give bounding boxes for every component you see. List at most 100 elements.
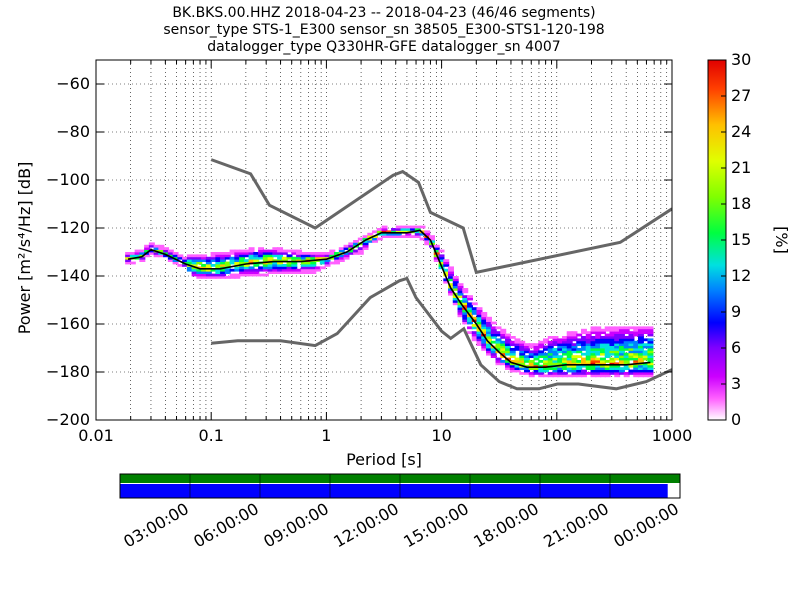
heatmap-cell: [552, 355, 559, 358]
heatmap-cell: [633, 333, 640, 337]
heatmap-cell: [590, 374, 597, 378]
heatmap-cell: [391, 235, 398, 238]
plot-frame: [95, 59, 673, 421]
heatmap-cell: [191, 264, 198, 267]
heatmap-cell: [576, 360, 583, 363]
heatmap-cell: [300, 252, 307, 255]
heatmap-cell: [500, 336, 507, 339]
heatmap-cell: [609, 338, 616, 342]
heatmap-cell: [125, 261, 132, 265]
heatmap-cell: [538, 360, 545, 363]
heatmap-cell: [552, 360, 559, 363]
heatmap-cell: [642, 326, 649, 330]
heatmap-cell: [215, 261, 222, 265]
heatmap-cell: [557, 357, 564, 361]
heatmap-cell: [505, 338, 511, 342]
heatmap-cell: [552, 357, 559, 361]
heatmap-cell: [528, 343, 535, 346]
heatmap-cell: [215, 254, 222, 258]
heatmap-cell: [471, 312, 478, 315]
heatmap-cell: [490, 331, 497, 334]
heatmap-cell: [590, 340, 597, 344]
heatmap-cell: [618, 357, 625, 361]
heatmap-cell: [642, 343, 649, 346]
heatmap-cell: [229, 259, 236, 262]
heatmap-cell: [239, 273, 246, 277]
heatmap-cell: [557, 343, 564, 346]
heatmap-cell: [486, 333, 492, 337]
heatmap-cell: [590, 362, 597, 366]
heatmap-cell: [476, 338, 483, 342]
heatmap-cell: [248, 259, 255, 262]
heatmap-cell: [291, 252, 298, 255]
heatmap-cell: [599, 362, 606, 366]
heatmap-cell: [505, 360, 511, 363]
heatmap-cell: [580, 362, 587, 366]
heatmap-cell: [205, 256, 212, 260]
heatmap-cell: [239, 268, 246, 272]
heatmap-cell: [462, 302, 469, 306]
heatmap-cell: [576, 333, 583, 337]
heatmap-cell: [267, 252, 274, 255]
heatmap-cell: [562, 350, 568, 354]
heatmap-cell: [486, 338, 492, 342]
heatmap-cell: [186, 266, 193, 270]
heatmap-cell: [552, 336, 559, 339]
heatmap-cell: [642, 338, 649, 342]
heatmap-cell: [623, 338, 630, 342]
heatmap-cell: [585, 352, 592, 356]
heatmap-cell: [310, 256, 317, 260]
heatmap-cell: [628, 345, 635, 349]
heatmap-cell: [405, 225, 412, 229]
heatmap-cell: [229, 249, 236, 253]
heatmap-cell: [362, 247, 369, 250]
heatmap-cell: [471, 326, 478, 330]
heatmap-cell: [167, 252, 174, 255]
heatmap-cell: [533, 355, 540, 358]
heatmap-cell: [191, 271, 198, 274]
heatmap-cell: [182, 259, 189, 262]
heatmap-cell: [500, 331, 507, 334]
heatmap-cell: [476, 336, 483, 339]
heatmap-cell: [562, 364, 568, 368]
heatmap-cell: [609, 350, 616, 354]
heatmap-cell: [604, 333, 611, 337]
heatmap-cell: [557, 374, 564, 378]
heatmap-cell: [243, 252, 250, 255]
heatmap-cell: [576, 348, 583, 351]
heatmap-cell: [557, 350, 564, 354]
heatmap-cell: [609, 367, 616, 370]
heatmap-cell: [647, 357, 654, 361]
heatmap-cell: [609, 333, 616, 337]
colorbar: 0 3 6 9 12 15 18 21 24 27 30 [%]: [707, 50, 791, 429]
heatmap-cell: [580, 357, 587, 361]
heatmap-cell: [148, 252, 155, 255]
heatmap-cell: [647, 333, 654, 337]
heatmap-cell: [580, 364, 587, 368]
heatmap-cell: [486, 321, 492, 325]
heatmap-cell: [599, 357, 606, 361]
heatmap-cell: [433, 247, 440, 250]
heatmap-cell: [215, 271, 222, 274]
heatmap-cell: [633, 328, 640, 332]
heatmap-cell: [452, 280, 459, 284]
heatmap-cell: [163, 249, 170, 253]
heatmap-cell: [595, 364, 602, 368]
heatmap-cell: [614, 326, 621, 330]
heatmap-cell: [647, 362, 654, 366]
heatmap-cell: [243, 249, 250, 253]
heatmap-cell: [647, 345, 654, 349]
heatmap-cell: [614, 340, 621, 344]
colorbar-tick-label: 3: [731, 374, 741, 393]
heatmap-cell: [628, 343, 635, 346]
heatmap-cell: [471, 333, 478, 337]
heatmap-cell: [533, 357, 540, 361]
heatmap-cell: [234, 261, 241, 265]
heatmap-cell: [571, 350, 578, 354]
heatmap-cell: [604, 343, 611, 346]
heatmap-cell: [590, 328, 597, 332]
heatmap-cell: [543, 352, 549, 356]
heatmap-cell: [300, 254, 307, 258]
heatmap-cell: [262, 256, 269, 260]
heatmap-cell: [528, 345, 535, 349]
